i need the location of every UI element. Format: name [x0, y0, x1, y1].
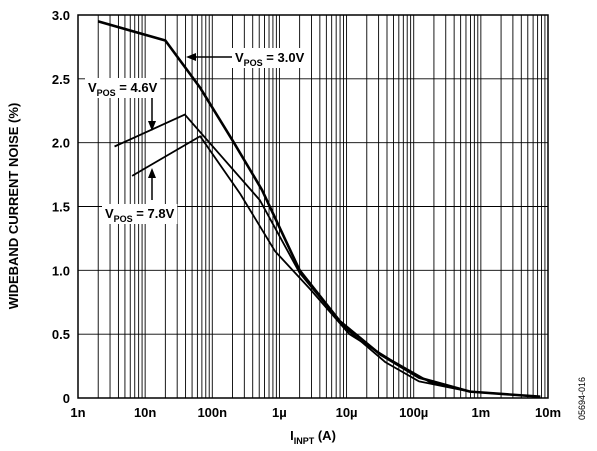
- source-id: 05694-016: [577, 377, 587, 420]
- y-tick-label: 1.0: [52, 263, 70, 278]
- x-axis-label-main: I: [290, 428, 294, 443]
- series-label: VPOS = 7.8V: [105, 206, 175, 224]
- x-axis-label-unit: (A): [314, 428, 336, 443]
- x-axis-label-sub: INPT: [294, 436, 315, 446]
- x-tick-label: 1µ: [272, 405, 287, 420]
- y-tick-label: 3.0: [52, 8, 70, 23]
- series-line: [114, 113, 541, 398]
- x-tick-label: 100n: [197, 405, 227, 420]
- y-tick-label: 2.0: [52, 136, 70, 151]
- x-tick-label: 100µ: [399, 405, 428, 420]
- x-tick-label: 1n: [70, 405, 85, 420]
- series-label-sub: POS: [97, 88, 116, 98]
- series-label-sub: POS: [114, 214, 133, 224]
- x-axis-label: IINPT (A): [290, 428, 336, 446]
- x-tick-label: 10µ: [336, 405, 358, 420]
- series-line: [131, 135, 541, 398]
- annotation-background: [102, 204, 178, 224]
- annotation-arrowhead: [148, 168, 156, 178]
- series-label-main: V: [235, 50, 244, 65]
- series-label: VPOS = 4.6V: [88, 80, 158, 98]
- annotation-arrowhead: [186, 53, 196, 61]
- series-label-sub: POS: [244, 58, 263, 68]
- series-line: [97, 20, 541, 399]
- y-tick-label: 1.5: [52, 200, 70, 215]
- annotation-background: [85, 78, 161, 98]
- y-tick-label: 0: [63, 391, 70, 406]
- series-label-main: V: [105, 206, 114, 221]
- series-label-rest: = 4.6V: [116, 80, 158, 95]
- annotation-background: [232, 48, 308, 68]
- series-label-rest: = 3.0V: [263, 50, 305, 65]
- series-label: VPOS = 3.0V: [235, 50, 305, 68]
- x-tick-label: 10n: [134, 405, 156, 420]
- annotation-arrowhead: [148, 121, 156, 131]
- series-label-main: V: [88, 80, 97, 95]
- y-tick-label: 2.5: [52, 72, 70, 87]
- x-tick-label: 1m: [471, 405, 490, 420]
- y-tick-label: 0.5: [52, 327, 70, 342]
- y-axis-label: WIDEBAND CURRENT NOISE (%): [6, 103, 21, 310]
- plot-frame: [77, 14, 549, 399]
- x-tick-label: 10m: [535, 405, 561, 420]
- series-label-rest: = 7.8V: [133, 206, 175, 221]
